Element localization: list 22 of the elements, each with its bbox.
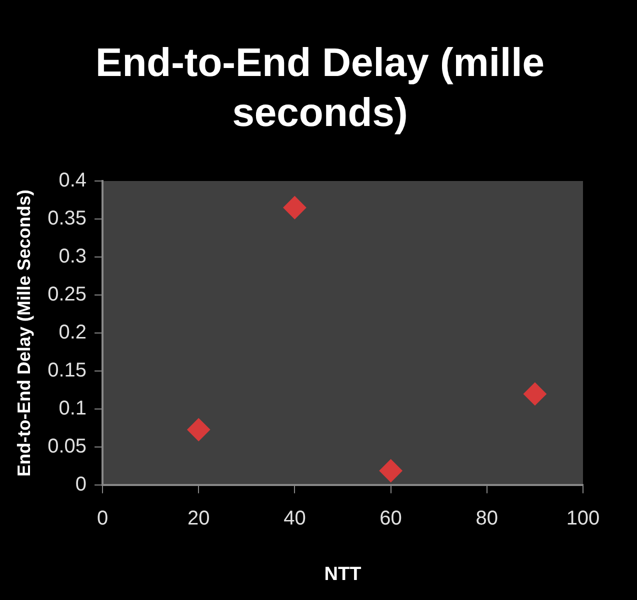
x-tick-label: 0 [96,508,108,530]
x-tick-label: 60 [380,508,402,530]
y-axis-title: End-to-End Delay (Mille Seconds) [14,190,34,477]
point [523,382,546,406]
y-tick-label: 0.3 [58,246,87,268]
point [187,418,210,442]
y-tick-label: 0.35 [48,208,87,230]
y-tick-label: 0.4 [58,170,87,192]
point [283,196,306,220]
x-axis-title: NTT [324,564,362,585]
y-tick-label: 0.05 [48,436,87,458]
y-tick-label: 0.25 [48,284,87,306]
y-tick-label: 0.2 [58,322,87,344]
x-tick-label: 100 [566,508,600,530]
x-tick-label: 40 [284,508,306,530]
y-tick-label: 0.1 [58,398,87,420]
y-tick-label: 0 [75,474,87,496]
point [379,459,402,482]
y-tick-label: 0.15 [48,360,87,382]
x-tick-label: 80 [476,508,498,530]
x-tick-label: 20 [187,508,210,530]
chart-title: End-to-End Delay (mille seconds) [94,40,546,137]
